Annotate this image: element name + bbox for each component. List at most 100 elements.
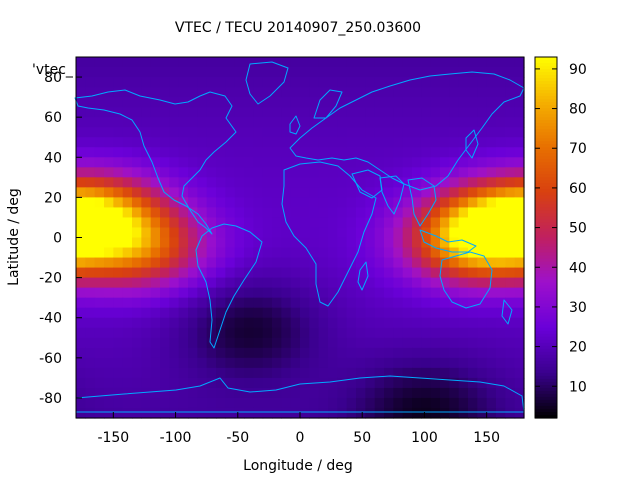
heatmap-cell (337, 117, 348, 128)
heatmap-cell (514, 147, 525, 158)
heatmap-cell (318, 297, 329, 309)
heatmap-cell (122, 327, 133, 339)
heatmap-cell (290, 197, 301, 209)
heatmap-cell (169, 247, 180, 259)
heatmap-cell (486, 137, 497, 148)
heatmap-cell (356, 147, 366, 158)
heatmap-cell (337, 347, 348, 359)
heatmap-cell (132, 117, 142, 128)
heatmap-cell (337, 337, 348, 349)
heatmap-cell (253, 307, 264, 319)
heatmap-cell (318, 407, 329, 419)
heatmap-cell (514, 77, 525, 88)
heatmap-cell (393, 187, 404, 198)
heatmap-cell (76, 387, 86, 399)
heatmap-cell (309, 287, 320, 299)
heatmap-cell (216, 197, 226, 209)
heatmap-cell (188, 157, 198, 168)
color-scale-tick-label: 50 (569, 221, 587, 237)
heatmap-cell (309, 227, 320, 239)
heatmap-cell (384, 147, 394, 158)
heatmap-cell (104, 97, 114, 108)
heatmap-cell (514, 67, 525, 78)
heatmap-cell (253, 167, 264, 178)
color-scale-step (535, 291, 557, 296)
vtec-heatmap (76, 57, 525, 419)
heatmap-cell (169, 377, 180, 389)
heatmap-cell (94, 287, 105, 299)
heatmap-cell (234, 347, 245, 359)
heatmap-cell (132, 307, 142, 319)
heatmap-cell (253, 107, 264, 118)
heatmap-cell (85, 267, 96, 279)
heatmap-cell (440, 77, 450, 88)
heatmap-cell (430, 407, 441, 419)
heatmap-cell (150, 117, 161, 128)
heatmap-cell (188, 387, 198, 399)
heatmap-cell (496, 137, 506, 148)
heatmap-cell (505, 57, 516, 68)
heatmap-cell (421, 317, 432, 329)
heatmap-cell (300, 187, 310, 198)
heatmap-cell (505, 317, 516, 329)
heatmap-cell (374, 147, 385, 158)
heatmap-cell (458, 367, 469, 379)
heatmap-cell (402, 347, 413, 359)
heatmap-cell (421, 117, 432, 128)
color-scale-step (535, 405, 557, 410)
heatmap-cell (132, 147, 142, 158)
heatmap-cell (150, 357, 161, 369)
heatmap-cell (141, 207, 152, 219)
color-scale-step (535, 240, 557, 245)
heatmap-cell (178, 297, 189, 309)
color-scale-step (535, 249, 557, 254)
heatmap-cell (281, 177, 292, 188)
heatmap-cell (496, 277, 506, 289)
heatmap-cell (188, 77, 198, 88)
heatmap-cell (365, 307, 376, 319)
heatmap-cell (458, 337, 469, 349)
heatmap-cell (104, 157, 114, 168)
heatmap-cell (244, 407, 254, 419)
heatmap-cell (76, 317, 86, 329)
heatmap-cell (188, 337, 198, 349)
heatmap-cell (253, 147, 264, 158)
heatmap-cell (514, 97, 525, 108)
heatmap-cell (216, 217, 226, 229)
heatmap-cell (374, 217, 385, 229)
heatmap-cell (393, 87, 404, 98)
heatmap-cell (468, 297, 478, 309)
heatmap-cell (94, 217, 105, 229)
heatmap-cell (188, 257, 198, 269)
heatmap-cell (356, 327, 366, 339)
heatmap-cell (113, 237, 124, 249)
heatmap-cell (477, 187, 488, 198)
heatmap-cell (94, 237, 105, 249)
heatmap-cell (132, 167, 142, 178)
heatmap-cell (393, 307, 404, 319)
heatmap-cell (449, 267, 460, 279)
heatmap-cell (356, 197, 366, 209)
heatmap-cell (421, 307, 432, 319)
heatmap-cell (253, 217, 264, 229)
heatmap-cell (384, 287, 394, 299)
heatmap-cell (122, 277, 133, 289)
heatmap-cell (393, 167, 404, 178)
heatmap-cell (216, 377, 226, 389)
heatmap-cell (412, 327, 422, 339)
heatmap-cell (94, 387, 105, 399)
heatmap-cell (141, 347, 152, 359)
heatmap-cell (393, 97, 404, 108)
heatmap-cell (402, 207, 413, 219)
heatmap-cell (393, 147, 404, 158)
heatmap-cell (412, 197, 422, 209)
heatmap-cell (76, 207, 86, 219)
heatmap-cell (290, 97, 301, 108)
heatmap-cell (309, 177, 320, 188)
heatmap-cell (505, 247, 516, 259)
heatmap-cell (430, 287, 441, 299)
heatmap-cell (384, 117, 394, 128)
heatmap-cell (374, 267, 385, 279)
heatmap-cell (94, 397, 105, 409)
heatmap-cell (440, 317, 450, 329)
